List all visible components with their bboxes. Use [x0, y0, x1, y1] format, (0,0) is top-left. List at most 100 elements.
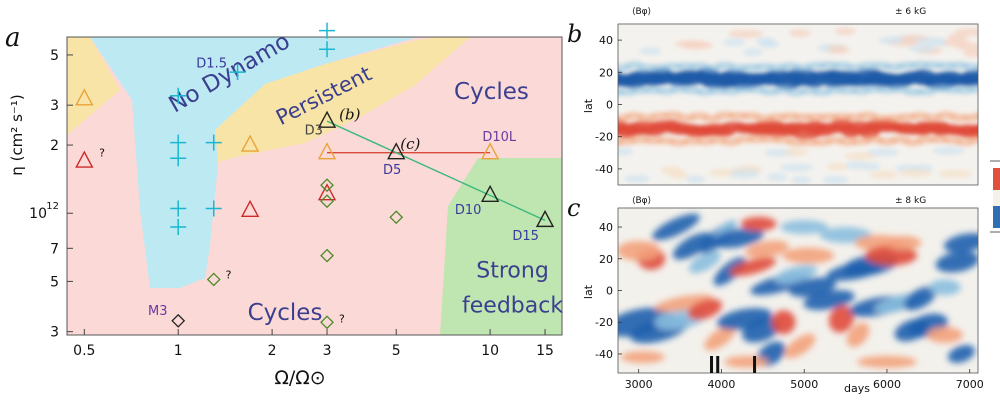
- x-axis-label: days: [844, 382, 870, 395]
- y-tick-label: 0: [606, 99, 613, 112]
- data-marks: [75, 22, 555, 330]
- background-cell: [791, 175, 812, 184]
- run-labels: D1.5 D3 D5 D10L D10 D15 M3??? (b) (c): [99, 57, 539, 326]
- field-cell: [774, 265, 818, 285]
- background-cell: [784, 147, 809, 156]
- background-cell: [866, 148, 900, 157]
- x-tick-label: 10: [481, 343, 499, 359]
- heatmap-title: ⟨Bφ⟩: [632, 196, 651, 206]
- y-tick-label: 40: [599, 221, 613, 234]
- triangle-marker: [75, 150, 94, 168]
- x-tick-label: 1: [174, 343, 183, 359]
- time-marker: [753, 356, 757, 373]
- heatmap-range: ± 8 kG: [895, 196, 926, 206]
- field-cell: [780, 220, 829, 235]
- background-cell: [954, 42, 978, 51]
- background-cell: [624, 174, 650, 183]
- triangle-marker: [75, 88, 94, 106]
- panel-label-b: b: [567, 20, 582, 48]
- x-tick-label: 4000: [707, 378, 735, 391]
- run-label: D5: [383, 163, 401, 178]
- background-cell: [954, 28, 978, 37]
- y-tick-label: 5: [50, 48, 59, 64]
- field-cell: [943, 233, 978, 253]
- region-persistent: [215, 37, 470, 162]
- heatmap-field: [618, 213, 978, 368]
- background-cell: [878, 36, 903, 45]
- background-cell: [779, 163, 814, 172]
- diamond-marker: [206, 272, 221, 287]
- background-cell: [822, 175, 849, 184]
- region-label: Cycles: [248, 300, 323, 326]
- time-marker: [710, 356, 714, 373]
- band-halo: [962, 113, 978, 122]
- triangle-marker: [317, 142, 337, 160]
- y-axis-label: η (cm² s⁻¹): [8, 94, 26, 175]
- background-cell: [907, 44, 937, 53]
- background-cell: [829, 44, 847, 53]
- region-persistent: [67, 37, 120, 135]
- plus-marker: [205, 200, 222, 217]
- y-tick-label: 20: [599, 66, 613, 79]
- axes: 40 20 0 -20 -40 3000 4000 5000 6000 7000: [595, 221, 984, 391]
- y-tick-label: -20: [595, 316, 613, 329]
- triangle-marker: [317, 183, 337, 201]
- plus-marker: [319, 41, 336, 58]
- run-label: D10L: [482, 130, 517, 145]
- band-halo: [981, 85, 1000, 93]
- colorbar-mid: [993, 190, 1000, 206]
- band-cell: [959, 69, 978, 86]
- background-cell: [742, 48, 764, 57]
- heatmap-panel-b: b ⟨Bφ⟩ ± 6 kG 40 20 0 -20 -40 lat: [567, 7, 1000, 186]
- background-cell: [722, 38, 746, 47]
- x-tick-label: 6000: [873, 378, 901, 391]
- field-cell: [865, 245, 918, 266]
- field-cell: [724, 355, 769, 368]
- band-halo: [975, 64, 978, 71]
- case-label: (b): [339, 105, 360, 123]
- background-cell: [844, 152, 876, 161]
- band-cell: [974, 72, 978, 83]
- x-tick-label: 3000: [625, 378, 653, 391]
- field-cell: [745, 240, 789, 259]
- diamond-marker: [320, 178, 334, 193]
- y-tick-label: 3: [50, 98, 59, 114]
- diamond-marker: [320, 248, 334, 263]
- field-cell: [828, 305, 854, 333]
- trend-line: [326, 120, 546, 222]
- background-cell: [727, 29, 764, 38]
- field-cell: [856, 355, 917, 368]
- background-cell: [674, 40, 708, 49]
- question-mark: ?: [339, 312, 345, 325]
- field-cell: [618, 240, 661, 261]
- diamond-marker: [389, 210, 404, 225]
- question-mark: ?: [99, 147, 105, 160]
- background-cell: [932, 146, 966, 155]
- field-cell: [652, 213, 700, 241]
- x-tick-label: 5: [392, 343, 401, 359]
- run-label: D10: [455, 203, 482, 218]
- background-cell: [869, 170, 899, 179]
- field-cell: [729, 257, 777, 276]
- x-tick-label: 15: [536, 343, 554, 359]
- heatmap-title: ⟨Bφ⟩: [632, 7, 651, 17]
- triangle-marker: [240, 199, 260, 218]
- panel-label-c: c: [567, 194, 580, 222]
- triangle-marker: [240, 134, 260, 152]
- field-cell: [903, 286, 937, 311]
- y-tick-label: -40: [595, 163, 613, 176]
- plus-marker: [170, 87, 187, 104]
- background-cell: [834, 27, 856, 36]
- background-cell: [660, 166, 683, 175]
- field-cell: [803, 290, 855, 310]
- x-tick-label: 0.5: [73, 343, 95, 359]
- background-cell: [826, 162, 848, 171]
- diamond-marker: [171, 313, 186, 328]
- triangle-marker: [535, 209, 555, 228]
- band-halo: [981, 136, 1000, 144]
- y-tick-label: 5: [50, 274, 59, 290]
- y-tick-label: -20: [595, 131, 613, 144]
- background-cell: [938, 169, 973, 178]
